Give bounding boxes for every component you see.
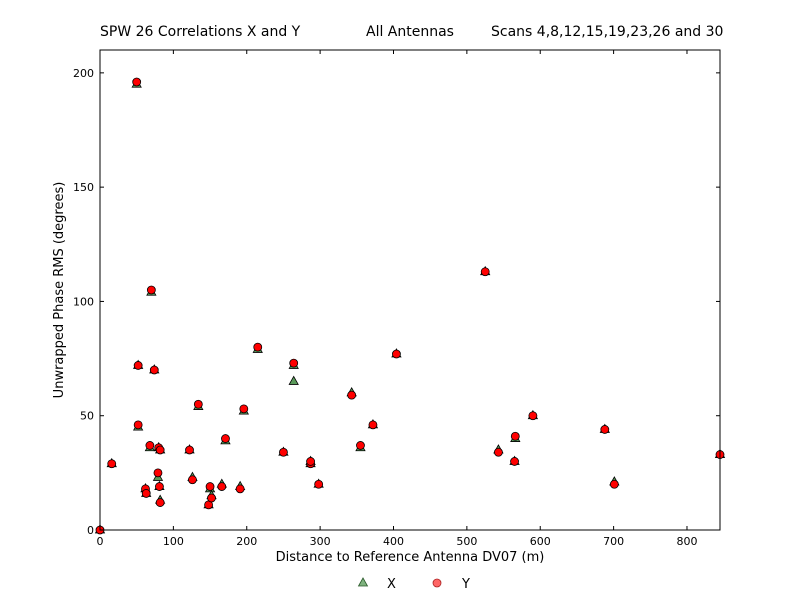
- data-point-y: [368, 420, 378, 430]
- x-tick-label: 0: [97, 535, 104, 548]
- x-tick-label: 100: [163, 535, 184, 548]
- x-tick-label: 200: [236, 535, 257, 548]
- data-point-y: [205, 482, 215, 491]
- y-axis-label: Unwrapped Phase RMS (degrees): [52, 182, 67, 399]
- x-tick-label: 800: [676, 535, 697, 548]
- x-tick-label: 500: [456, 535, 477, 548]
- chart-marks: [94, 77, 726, 535]
- data-point-y: [609, 479, 619, 489]
- data-point-y: [510, 431, 520, 441]
- data-point-y: [149, 365, 159, 375]
- y-tick-label: 100: [73, 295, 94, 308]
- data-point-y: [306, 457, 315, 466]
- data-point-y: [155, 498, 165, 507]
- y-tick-label: 150: [73, 181, 94, 194]
- data-point-y: [289, 358, 299, 368]
- data-point-y: [528, 411, 538, 421]
- plot-frame: [99, 49, 721, 531]
- data-point-y: [207, 493, 216, 503]
- data-point-y: [132, 77, 142, 87]
- data-point-y: [217, 482, 227, 491]
- axis-ticks: 0 100 200 300 400 500 600 700 800 0 50 100 150 200: [73, 50, 720, 548]
- chart-title-right: Scans 4,8,12,15,19,23,26 and 30: [491, 24, 724, 40]
- data-point-y: [153, 468, 163, 478]
- data-point-y: [392, 349, 401, 359]
- data-point-y: [141, 489, 151, 498]
- data-point-y: [146, 285, 156, 295]
- data-point-y: [155, 482, 164, 491]
- legend-marker-x: [357, 577, 369, 587]
- data-point-y: [239, 404, 249, 414]
- data-point-y: [356, 441, 365, 450]
- data-point-y: [185, 445, 194, 455]
- y-tick-label: 0: [87, 524, 94, 537]
- data-point-y: [347, 390, 357, 400]
- legend-marker-y: [432, 578, 442, 588]
- data-point-y: [145, 441, 155, 450]
- chart-title-left: SPW 26 Correlations X and Y: [100, 24, 301, 40]
- x-tick-label: 300: [310, 535, 331, 548]
- data-point-y: [253, 342, 263, 352]
- data-point-y: [133, 361, 143, 370]
- data-point-y: [235, 484, 245, 494]
- chart-title-center: All Antennas: [366, 24, 454, 40]
- legend-label-x: X: [387, 577, 396, 592]
- data-point-y: [510, 457, 519, 466]
- data-point-y: [314, 479, 324, 489]
- x-axis-label: Distance to Reference Antenna DV07 (m): [276, 550, 545, 565]
- data-point-y: [494, 447, 503, 457]
- data-point-y: [279, 447, 288, 457]
- data-point-y: [133, 420, 143, 430]
- legend-label-y: Y: [461, 577, 470, 592]
- data-point-y: [155, 445, 165, 455]
- y-tick-label: 50: [80, 410, 94, 423]
- x-tick-label: 700: [603, 535, 624, 548]
- x-tick-label: 600: [530, 535, 551, 548]
- y-tick-label: 200: [73, 67, 94, 80]
- data-point-y: [600, 425, 610, 434]
- data-point-x: [288, 375, 299, 385]
- data-point-y: [221, 434, 230, 443]
- x-tick-label: 400: [383, 535, 404, 548]
- data-point-y: [188, 475, 197, 485]
- data-point-y: [480, 267, 490, 277]
- data-point-y: [107, 459, 117, 469]
- data-point-y: [193, 399, 203, 409]
